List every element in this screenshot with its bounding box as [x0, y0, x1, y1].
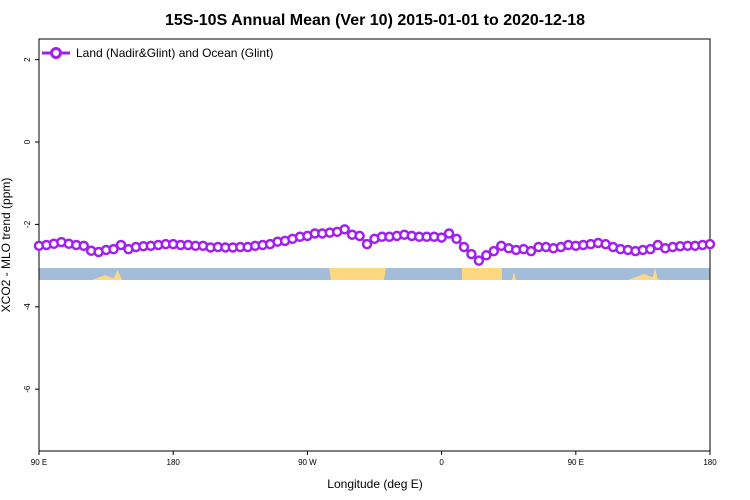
- x-axis-label: Longitude (deg E): [327, 477, 422, 491]
- x-tick-label: 180: [703, 458, 717, 467]
- y-tick-label: -2: [23, 220, 32, 228]
- land-mass: [113, 270, 122, 280]
- land-ocean-band: [39, 268, 710, 280]
- data-point: [108, 243, 119, 255]
- data-point: [339, 224, 350, 235]
- legend: Land (Nadir&Glint) and Ocean (Glint): [42, 46, 273, 60]
- y-tick-label: 0: [23, 139, 32, 144]
- data-point: [488, 245, 500, 257]
- data-point: [645, 243, 656, 255]
- legend-label: Land (Nadir&Glint) and Ocean (Glint): [76, 46, 273, 60]
- data-point: [473, 255, 485, 266]
- data-point: [451, 233, 462, 245]
- land-mass: [512, 272, 516, 280]
- y-axis: 2 0 -2 -4 -6: [23, 57, 39, 393]
- data-point: [361, 238, 373, 250]
- x-tick-label: 90 W: [298, 458, 317, 467]
- x-tick-label: 90 E: [31, 458, 47, 467]
- data-point: [525, 245, 537, 257]
- land-mass: [462, 268, 502, 280]
- x-tick-label: 0: [439, 458, 444, 467]
- land-mass: [652, 268, 658, 280]
- y-tick-label: 2: [23, 57, 32, 62]
- data-point: [78, 240, 89, 252]
- chart-title: 15S-10S Annual Mean (Ver 10) 2015-01-01 …: [165, 12, 585, 29]
- data-point: [481, 250, 492, 261]
- data-point: [458, 241, 470, 253]
- land-mass: [329, 268, 386, 280]
- x-tick-label: 180: [167, 458, 181, 467]
- data-point: [354, 230, 365, 242]
- data-point: [115, 239, 127, 251]
- legend-marker: [50, 47, 62, 59]
- data-point: [704, 238, 716, 250]
- data-point: [466, 248, 477, 260]
- data-point: [436, 232, 447, 243]
- data-point: [443, 228, 455, 239]
- x-tick-label: 90 E: [568, 458, 584, 467]
- land-mass: [92, 275, 118, 280]
- land-mass: [628, 274, 660, 280]
- y-axis-label: XCO2 - MLO trend (ppm): [0, 178, 13, 313]
- series-layer: [33, 224, 716, 266]
- y-tick-label: -6: [23, 385, 32, 393]
- x-axis: 90 E 180 90 W 0 90 E 180: [31, 451, 717, 467]
- y-tick-label: -4: [23, 303, 32, 311]
